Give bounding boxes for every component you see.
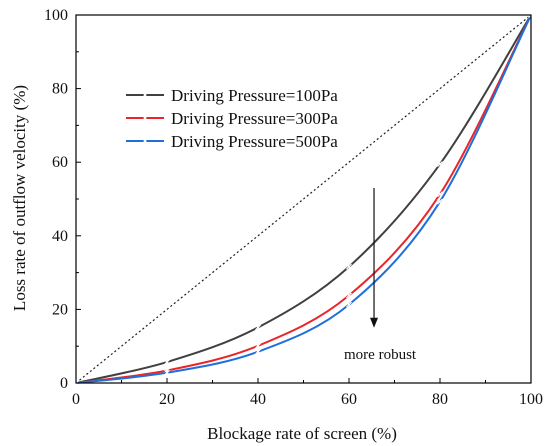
legend: Driving Pressure=100Pa Driving Pressure=3… [126,86,338,151]
y-axis-label: Loss rate of outflow velocity (%) [10,85,29,311]
series-1-point-3 [255,324,261,331]
x-axis-label: Blockage rate of screen (%) [207,424,397,443]
x-tick-label-1: 0 [72,391,80,408]
x-tick-label-3: 40 [250,391,266,408]
legend-marker-2 [142,115,148,121]
series-2-point-3 [255,342,261,349]
legend-label-2: Driving Pressure=300Pa [171,109,338,128]
axis-layer: 0 20 40 60 80 100 0 20 40 60 80 100 [44,7,543,408]
annotation-arrow-head [370,317,379,328]
legend-marker-3 [142,138,148,144]
x-tick-label-5: 80 [432,391,448,408]
legend-label-1: Driving Pressure=100Pa [171,86,338,105]
series-3-point-2 [164,369,170,376]
y-tick-label-5: 80 [52,81,68,98]
x-tick-label-2: 20 [159,391,175,408]
series-3-point-4 [346,301,352,308]
x-tick-label-4: 60 [341,391,357,408]
series-3-point-3 [255,348,261,355]
series-2-point-5 [437,191,443,198]
legend-label-3: Driving Pressure=500Pa [171,132,338,151]
series-1-point-2 [164,359,170,365]
series-1-point-5 [437,161,443,167]
x-tick-label-6: 100 [519,391,543,408]
y-tick-label-3: 40 [52,228,68,245]
y-tick-label-2: 20 [52,301,68,318]
y-tick-label-6: 100 [44,7,68,24]
legend-marker-1 [142,92,148,98]
annotation-layer: more robust [344,187,417,363]
annotation-text: more robust [344,347,417,363]
series-1-point-4 [346,263,352,270]
plot-layer [73,12,534,386]
y-tick-label-4: 60 [52,154,68,171]
series-2-point-4 [346,292,352,299]
series-3-point-5 [437,198,443,205]
y-tick-label-1: 0 [60,375,68,392]
reference-diagonal-line [75,14,532,384]
